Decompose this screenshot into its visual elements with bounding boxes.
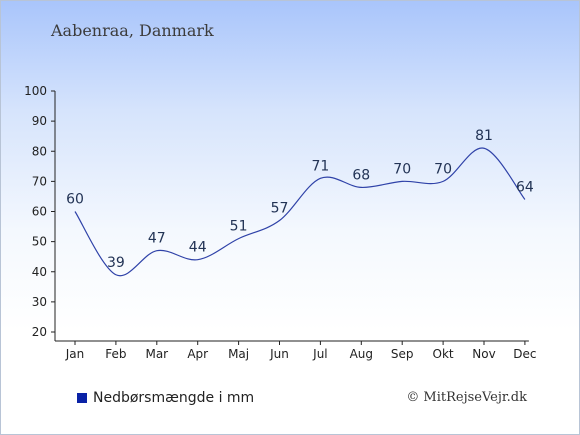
y-tick-label: 50 [32,235,47,249]
x-tick-label: Okt [433,347,454,361]
y-tick-label: 30 [32,295,47,309]
series [74,147,526,277]
data-label: 70 [393,161,411,177]
data-label: 44 [189,240,207,256]
legend: Nedbørsmængde i mm [77,390,254,406]
y-tick-label: 20 [32,325,47,339]
series-line [74,147,526,277]
y-axis: 20 30 40 50 60 70 80 90 100 [24,84,56,341]
legend-label: Nedbørsmængde i mm [93,390,255,406]
data-label: 57 [271,201,289,217]
x-axis: Jan Feb Mar Apr Maj Jun Jul Aug Sep Okt Nov Dec [55,340,537,361]
data-label: 47 [148,231,166,247]
y-tick-label: 60 [32,205,47,219]
data-label: 51 [230,219,248,235]
copyright-icon: © [406,390,420,405]
y-tick-label: 80 [32,144,47,158]
x-tick-label: Sep [391,347,414,361]
legend-swatch [77,393,87,403]
chart-title: Aabenraa, Danmark [51,21,214,40]
y-tick-label: 70 [32,174,47,188]
x-tick-label: Mar [145,347,168,361]
x-tick-label: Jun [269,347,289,361]
x-tick-label: Dec [513,347,536,361]
x-tick-label: Feb [105,347,126,361]
x-tick-label: Apr [187,347,208,361]
x-tick-label: Nov [472,347,495,361]
x-tick-label: Aug [350,347,373,361]
credit-text[interactable]: MitRejseVejr.dk [423,390,527,405]
data-label: 68 [352,167,370,183]
y-tick-label: 40 [32,265,47,279]
data-label: 70 [434,161,452,177]
credit[interactable]: © MitRejseVejr.dk [406,390,527,405]
data-label: 60 [66,192,84,208]
data-label: 71 [311,158,329,174]
x-tick-label: Jan [65,347,85,361]
x-tick-label: Maj [228,347,249,361]
data-labels: 60 39 47 44 51 57 71 68 70 70 81 64 [66,128,534,271]
data-label: 39 [107,255,125,271]
y-tick-label: 90 [32,114,47,128]
data-label: 81 [475,128,493,144]
x-tick-label: Jul [312,347,327,361]
data-label: 64 [516,179,534,195]
y-tick-label: 100 [24,84,47,98]
